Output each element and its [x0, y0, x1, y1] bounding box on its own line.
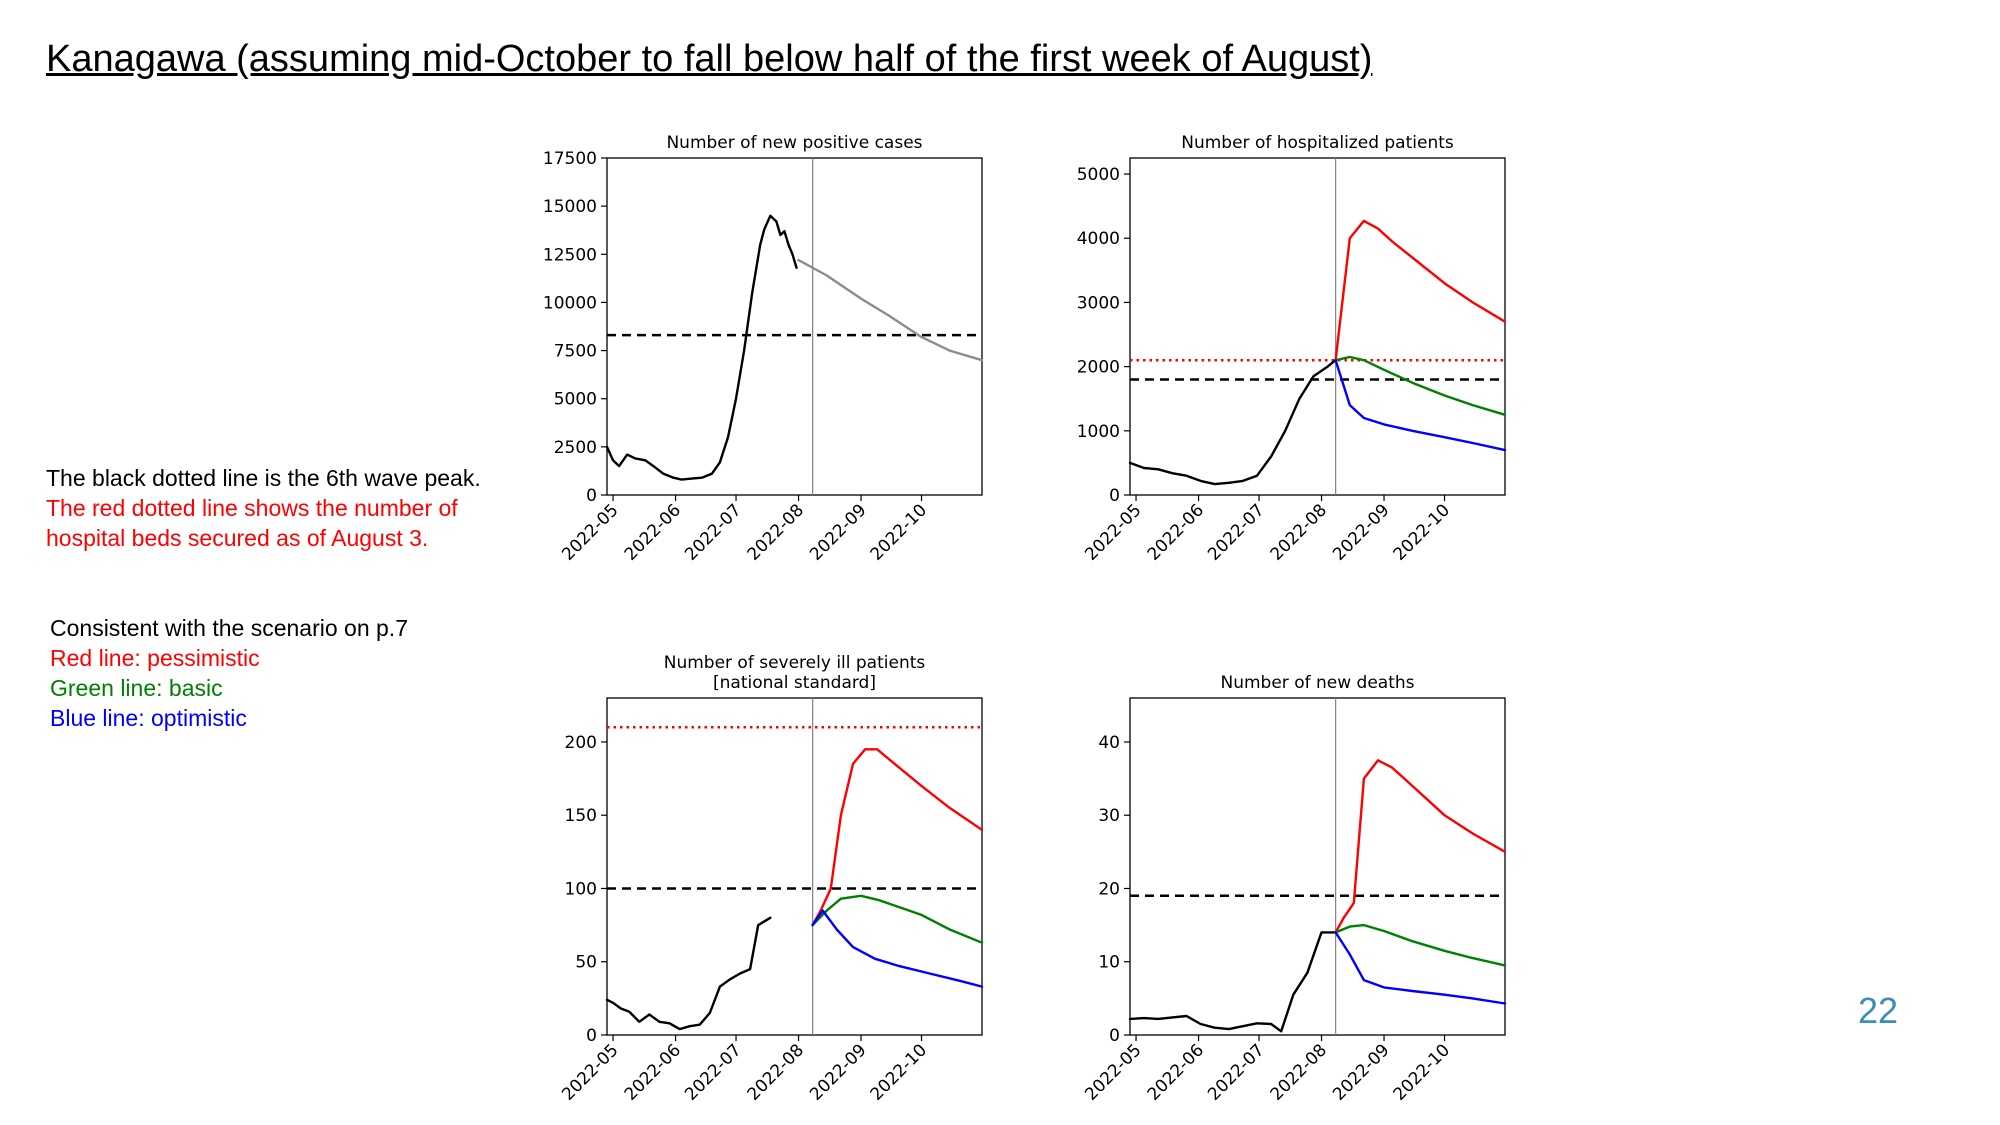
x-tick-label: 2022-08 [744, 500, 808, 564]
y-tick-label: 100 [565, 879, 597, 899]
x-tick-label: 2022-10 [867, 1040, 931, 1104]
chart-title: Number of new positive cases [666, 133, 922, 153]
series-line-projection [797, 258, 984, 362]
x-tick-label: 2022-08 [744, 1040, 808, 1104]
plot-frame [606, 157, 983, 496]
legend-basic: Green line: basic [50, 675, 223, 701]
x-tick-label: 2022-06 [1144, 1040, 1208, 1104]
legend-optimistic: Blue line: optimistic [50, 705, 247, 731]
y-tick-label: 0 [586, 1026, 597, 1046]
series-line-basic [1334, 355, 1507, 416]
x-tick-label: 2022-05 [1081, 500, 1145, 564]
series-line-basic [1334, 923, 1507, 967]
y-tick-label: 20 [1098, 879, 1120, 899]
chart-title: Number of severely ill patients [664, 653, 926, 673]
x-tick-label: 2022-08 [1267, 500, 1331, 564]
y-tick-label: 15000 [543, 197, 597, 217]
x-tick-label: 2022-05 [558, 500, 622, 564]
y-tick-label: 30 [1098, 806, 1120, 826]
series-line-pessimistic [811, 748, 984, 927]
x-tick-label: 2022-07 [681, 1040, 745, 1104]
chart-panel-3: Number of new deaths0102030402022-052022… [1081, 673, 1507, 1105]
x-tick-label: 2022-07 [1204, 500, 1268, 564]
x-tick-label: 2022-07 [1204, 1040, 1268, 1104]
y-tick-label: 10 [1098, 953, 1120, 973]
x-tick-label: 2022-09 [806, 500, 870, 564]
chart-panel-2: Number of severely ill patients[national… [558, 653, 984, 1105]
y-tick-label: 2000 [1077, 358, 1120, 378]
page-title: Kanagawa (assuming mid-October to fall b… [46, 38, 1373, 80]
series-line-actual [1128, 931, 1337, 1033]
y-tick-label: 0 [1109, 1026, 1120, 1046]
chart-title: Number of new deaths [1221, 673, 1415, 693]
x-tick-label: 2022-10 [1390, 500, 1454, 564]
y-tick-label: 2500 [554, 438, 597, 458]
x-tick-label: 2022-10 [1390, 1040, 1454, 1104]
x-tick-label: 2022-08 [1267, 1040, 1331, 1104]
y-tick-label: 40 [1098, 733, 1120, 753]
page-number: 22 [1858, 990, 1899, 1031]
y-tick-label: 1000 [1077, 422, 1120, 442]
y-tick-label: 5000 [554, 390, 597, 410]
chart-panel-1: Number of hospitalized patients 0 1000 2000… [1077, 133, 1507, 565]
series-line-pessimistic [1334, 219, 1507, 362]
y-tick-label: 17500 [543, 149, 597, 169]
note-red-line-1: The red dotted line shows the number of [46, 495, 458, 521]
x-tick-label: 2022-05 [1081, 1040, 1145, 1104]
series-line-pessimistic [1334, 759, 1507, 934]
y-tick-label: 50 [575, 953, 597, 973]
series-line-optimistic [811, 909, 984, 988]
y-tick-label: 3000 [1077, 293, 1120, 313]
chart-subtitle: [national standard] [713, 673, 876, 693]
x-tick-label: 2022-09 [806, 1040, 870, 1104]
y-tick-label: 12500 [543, 245, 597, 265]
series-line-optimistic [1334, 359, 1507, 452]
scenario-intro: Consistent with the scenario on p.7 [50, 615, 408, 641]
series-line-actual [605, 916, 772, 1031]
series-line-actual [605, 214, 798, 481]
plot-frame [1129, 697, 1506, 1036]
series-line-optimistic [1334, 931, 1507, 1005]
x-tick-label: 2022-09 [1329, 500, 1393, 564]
y-tick-label: 4000 [1077, 229, 1120, 249]
series-line-basic [811, 894, 984, 944]
y-tick-label: 0 [586, 486, 597, 506]
y-tick-label: 0 [1109, 486, 1120, 506]
series-line-actual [1128, 359, 1337, 486]
chart-panel-0: Number of new positive cases 0 2500 5000 750… [543, 133, 984, 565]
x-tick-label: 2022-06 [1144, 500, 1208, 564]
y-tick-label: 150 [565, 806, 597, 826]
note-black-line: The black dotted line is the 6th wave pe… [46, 465, 481, 491]
x-tick-label: 2022-09 [1329, 1040, 1393, 1104]
x-tick-label: 2022-07 [681, 500, 745, 564]
x-tick-label: 2022-06 [621, 1040, 685, 1104]
legend-pessimistic: Red line: pessimistic [50, 645, 260, 671]
x-tick-label: 2022-05 [558, 1040, 622, 1104]
y-tick-label: 200 [565, 733, 597, 753]
y-tick-label: 7500 [554, 342, 597, 362]
x-tick-label: 2022-06 [621, 500, 685, 564]
plot-frame [1129, 157, 1506, 496]
chart-title: Number of hospitalized patients [1181, 133, 1454, 153]
plot-frame [606, 697, 983, 1036]
y-tick-label: 5000 [1077, 165, 1120, 185]
x-tick-label: 2022-10 [867, 500, 931, 564]
note-red-line-2: hospital beds secured as of August 3. [46, 525, 429, 551]
y-tick-label: 10000 [543, 293, 597, 313]
